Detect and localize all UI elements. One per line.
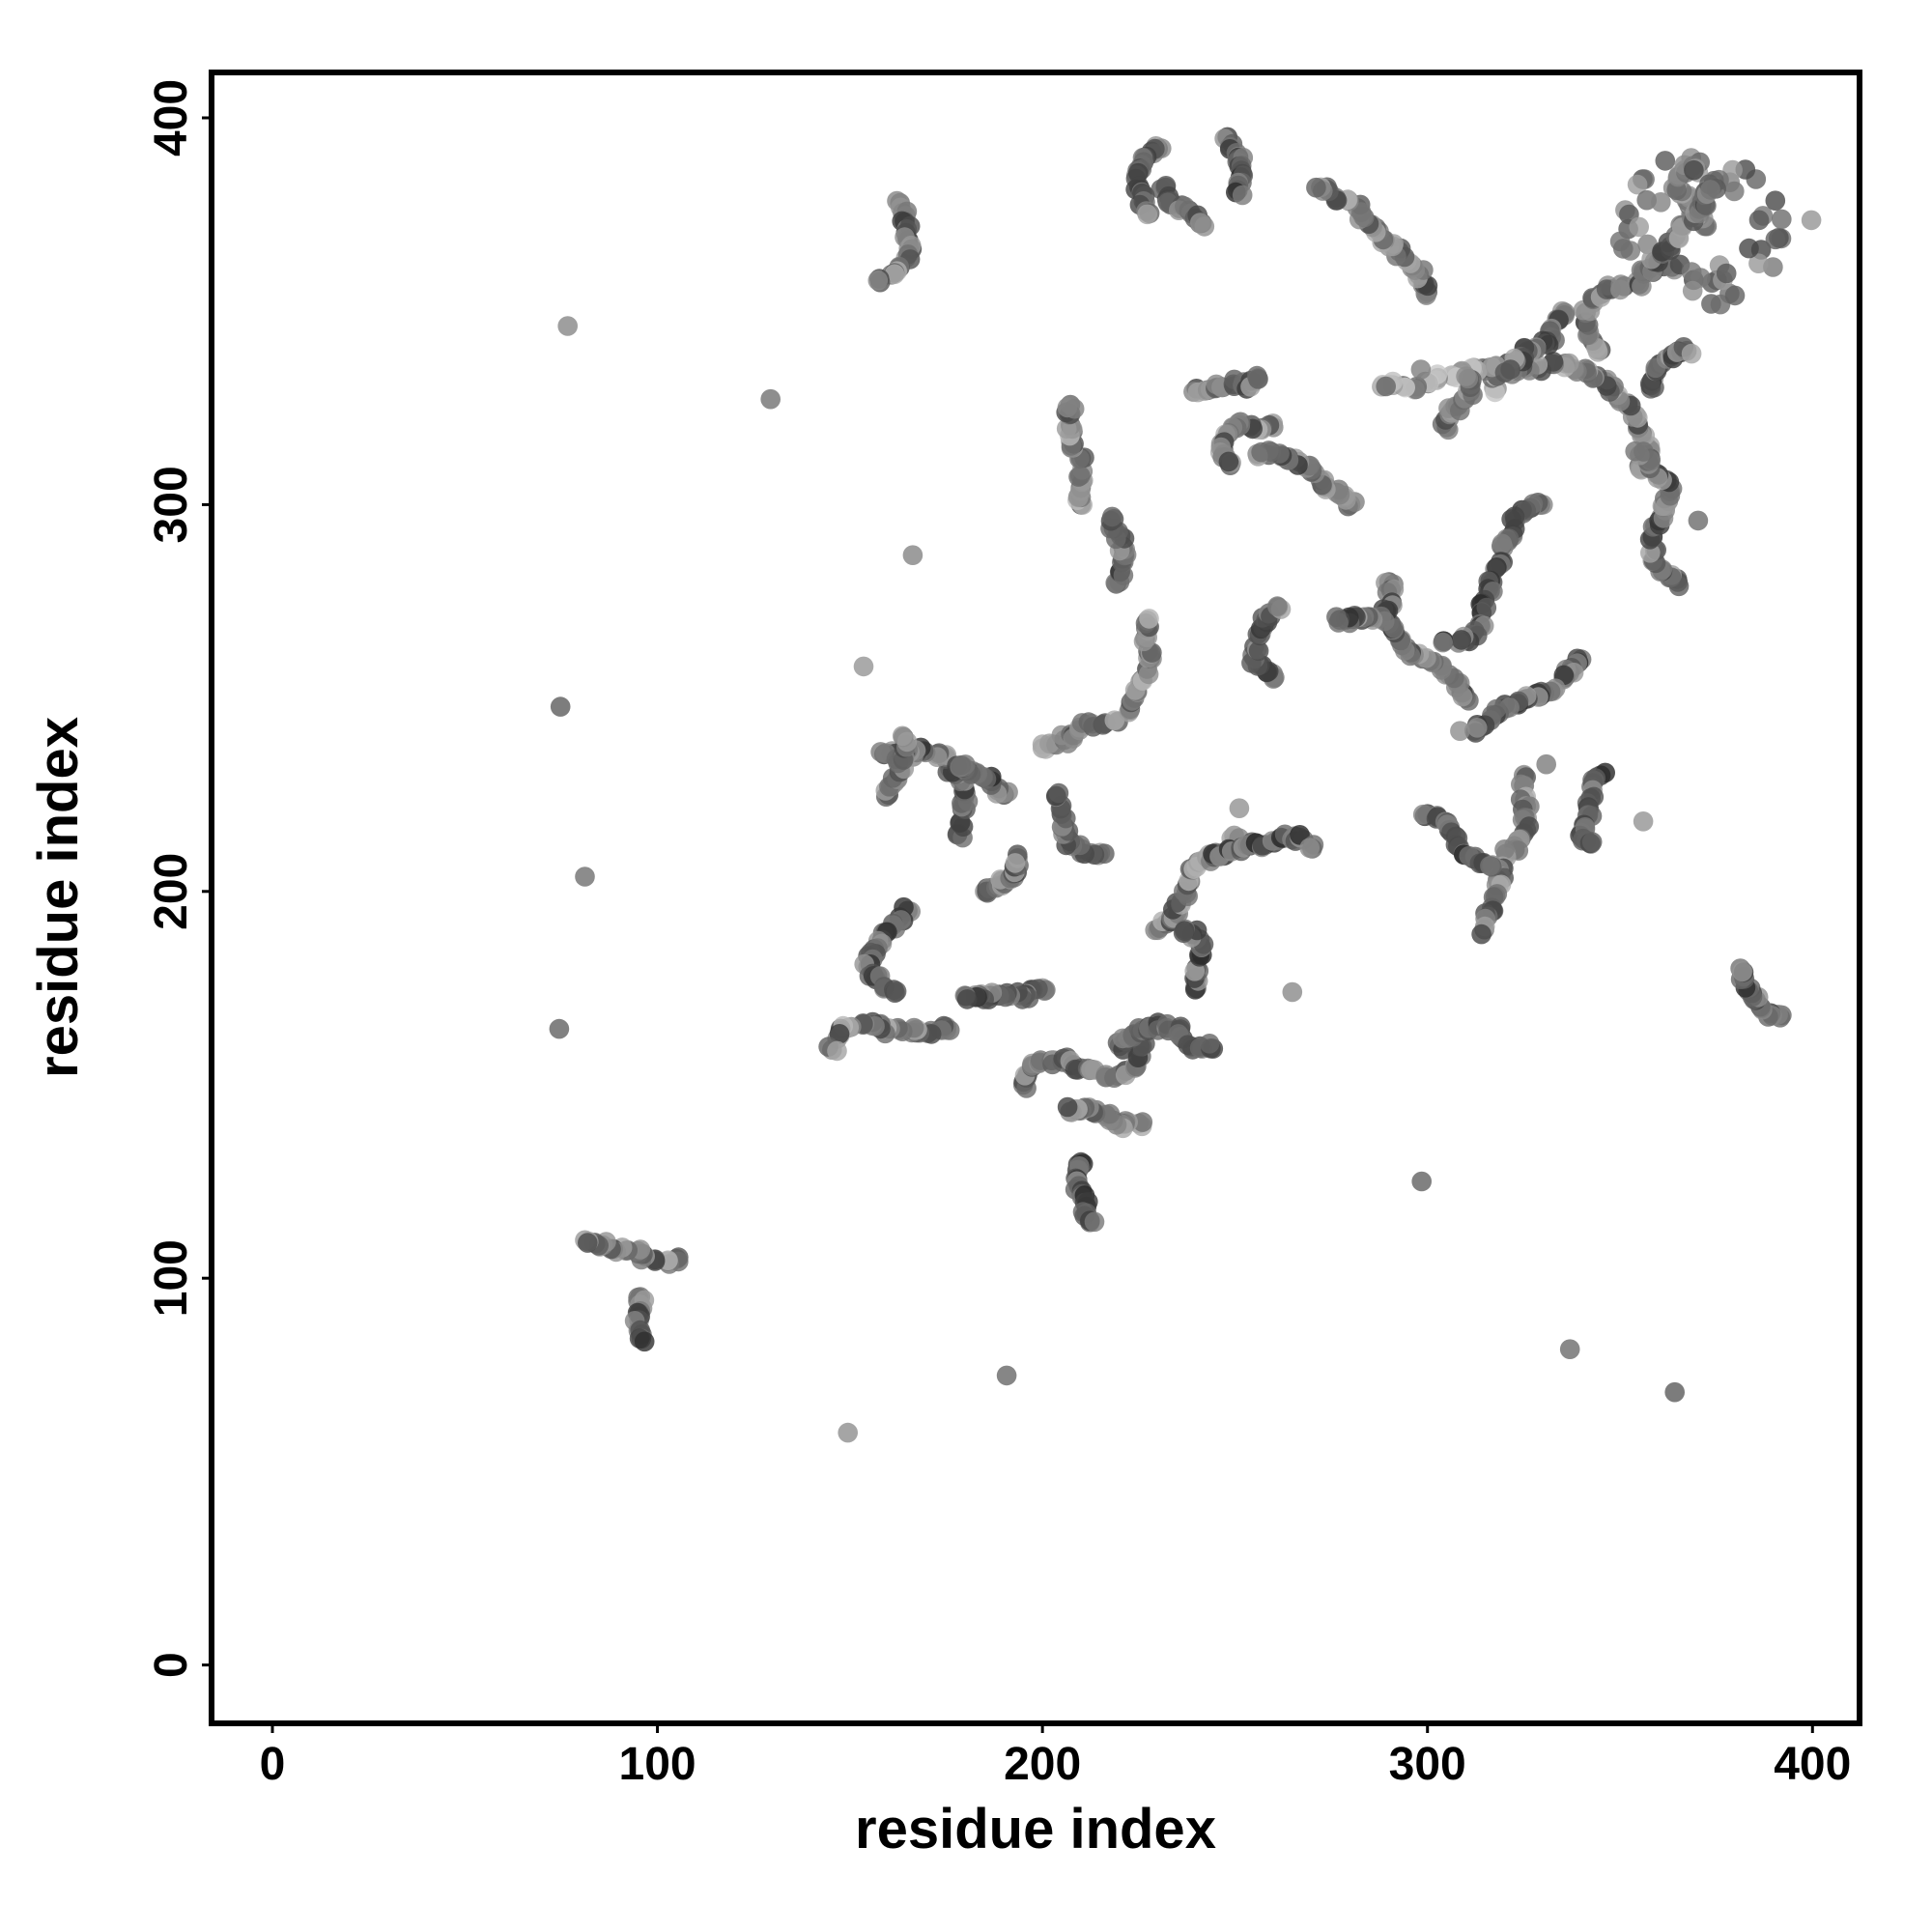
svg-text:400: 400 bbox=[1774, 1739, 1851, 1790]
svg-text:residue index: residue index bbox=[855, 1798, 1216, 1861]
svg-text:0: 0 bbox=[146, 1652, 197, 1678]
svg-text:residue index: residue index bbox=[27, 717, 90, 1078]
svg-text:0: 0 bbox=[260, 1739, 286, 1790]
svg-text:400: 400 bbox=[146, 79, 197, 156]
svg-text:200: 200 bbox=[146, 853, 197, 930]
svg-text:300: 300 bbox=[146, 466, 197, 543]
svg-text:200: 200 bbox=[1004, 1739, 1081, 1790]
svg-text:100: 100 bbox=[146, 1239, 197, 1317]
svg-text:100: 100 bbox=[619, 1739, 696, 1790]
svg-text:300: 300 bbox=[1389, 1739, 1466, 1790]
